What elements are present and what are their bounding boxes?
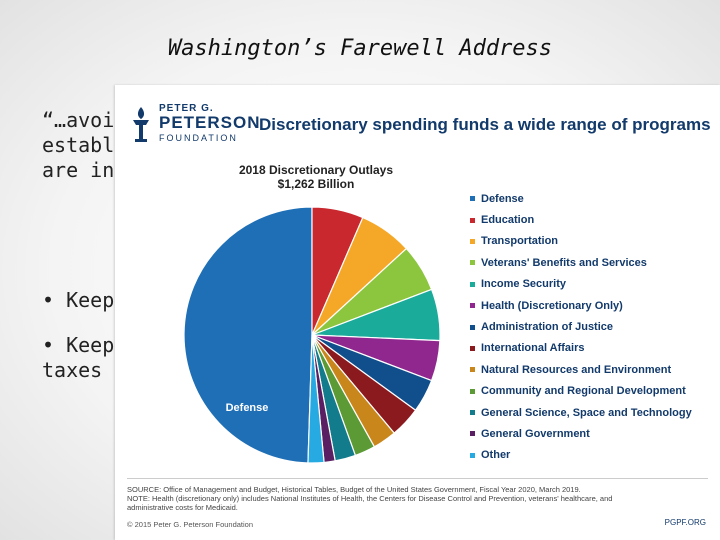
bullet-item: • Keep taxes — [42, 333, 114, 383]
legend-item: Veterans' Benefits and Services — [470, 252, 692, 273]
pie-chart: Defense — [183, 206, 441, 464]
legend-item: Income Security — [470, 274, 692, 295]
copyright: © 2015 Peter G. Peterson Foundation — [127, 520, 254, 529]
legend-item: Transportation — [470, 231, 692, 252]
legend-swatch — [470, 238, 475, 244]
quote-text: “…avoid establ are inc — [42, 108, 126, 183]
legend-label: Community and Regional Development — [481, 385, 686, 398]
legend-label: Other — [481, 449, 511, 462]
bullet-item: • Keep — [42, 288, 114, 313]
bullet-text: • Keep — [42, 333, 115, 357]
chart-overlay: PETER G. PETERSON FOUNDATION Discretiona… — [115, 85, 720, 540]
legend-item: Defense — [470, 188, 692, 209]
legend-item: General Government — [470, 423, 692, 444]
source-line: administrative costs for Medicaid. — [127, 503, 238, 512]
legend-item: Natural Resources and Environment — [470, 359, 692, 380]
chart-title-line1: 2018 Discretionary Outlays — [238, 163, 394, 177]
legend-swatch — [470, 217, 475, 223]
slice-label: Defense — [226, 402, 269, 414]
legend-label: Income Security — [481, 278, 566, 291]
source-note: SOURCE: Office of Management and Budget,… — [127, 485, 712, 512]
legend-label: Veterans' Benefits and Services — [481, 256, 647, 269]
legend-item: Health (Discretionary Only) — [470, 295, 692, 316]
quote-line: “…avoid — [42, 108, 127, 132]
legend-swatch — [470, 281, 475, 287]
quote-line: are inc — [42, 158, 127, 182]
legend-label: Natural Resources and Environment — [481, 363, 672, 376]
legend-label: General Government — [481, 427, 590, 440]
legend-item: Community and Regional Development — [470, 381, 692, 402]
legend-swatch — [470, 452, 475, 458]
legend-swatch — [470, 303, 475, 309]
foundation-logo: PETER G. PETERSON FOUNDATION — [129, 103, 260, 147]
legend-swatch — [470, 431, 475, 437]
logo-line1: PETER G. — [159, 103, 214, 114]
legend-item: Other — [470, 445, 692, 466]
legend-label: Administration of Justice — [481, 321, 614, 334]
legend-swatch — [470, 260, 475, 266]
source-line: SOURCE: Office of Management and Budget,… — [127, 485, 581, 494]
pie-slice — [307, 334, 325, 464]
legend-label: General Science, Space and Technology — [481, 406, 692, 419]
legend-item: General Science, Space and Technology — [470, 402, 692, 423]
source-line: NOTE: Health (discretionary only) includ… — [127, 494, 613, 503]
pie-slice — [183, 206, 313, 464]
logo-line3: FOUNDATION — [159, 133, 238, 143]
legend-swatch — [470, 367, 475, 373]
chart-heading: Discretionary spending funds a wide rang… — [259, 115, 711, 134]
legend-swatch — [470, 196, 475, 202]
chart-legend: Defense Education Transportation Veterans' … — [470, 188, 692, 466]
chart-title: 2018 Discretionary Outlays $1,262 Billio… — [211, 163, 421, 191]
slide-title: Washington’s Farewell Address — [167, 36, 553, 61]
legend-label: Education — [481, 214, 535, 227]
quote-line: establ — [42, 133, 115, 157]
legend-swatch — [470, 410, 475, 416]
bullet-text: • Keep — [42, 288, 115, 312]
legend-item: International Affairs — [470, 338, 692, 359]
chart-title-line2: $1,262 Billion — [277, 177, 355, 191]
legend-swatch — [470, 345, 475, 351]
legend-item: Education — [470, 209, 692, 230]
website-link[interactable]: PGPF.ORG — [664, 518, 706, 527]
logo-line2: PETERSON — [159, 113, 261, 132]
legend-label: Defense — [481, 192, 524, 205]
legend-item: Administration of Justice — [470, 316, 692, 337]
legend-label: Health (Discretionary Only) — [481, 299, 623, 312]
legend-label: Transportation — [481, 235, 559, 248]
legend-swatch — [470, 388, 475, 394]
legend-swatch — [470, 324, 475, 330]
bullet-text: taxes — [42, 358, 103, 382]
legend-label: International Affairs — [481, 342, 585, 355]
torch-icon — [133, 107, 149, 142]
divider — [127, 478, 708, 479]
